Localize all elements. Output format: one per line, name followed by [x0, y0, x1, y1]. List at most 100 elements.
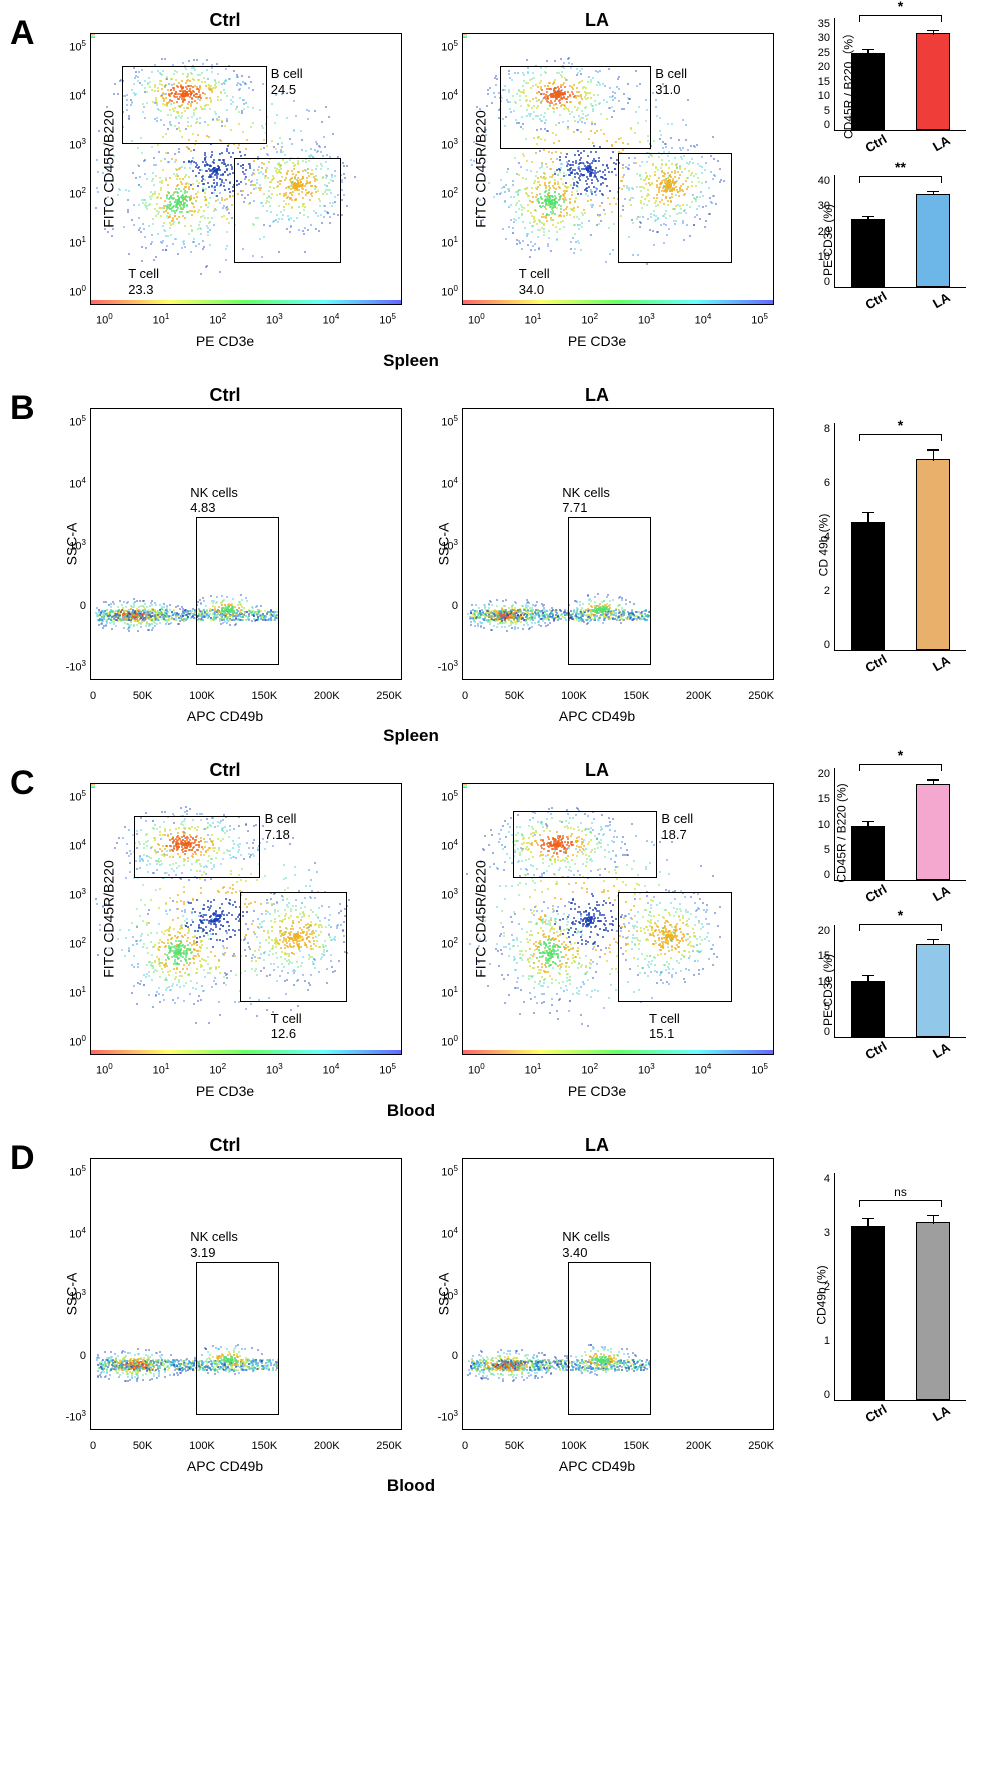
panel-C: CCtrlB cell7.18T cell12.6100101102103104… [10, 760, 996, 1127]
scatter-plot: LAB cell18.7T cell15.1100101102103104105… [420, 760, 774, 1099]
gate-label: T cell34.0 [519, 266, 550, 297]
gate-box [618, 892, 732, 1002]
bar: LA [916, 33, 950, 130]
gate-box [196, 1262, 279, 1415]
bar-y-label: CD 49b (%) [816, 514, 830, 577]
panel-D: DCtrlNK cells3.19-1030103104105SSC-A050K… [10, 1135, 996, 1502]
bar-chart: CtrlLA**010203040PE CD3e (%) [794, 167, 974, 312]
barchart-group: CtrlLA*05101520CD45R / B220 (%)CtrlLA*05… [794, 760, 974, 1062]
bar-y-label: CD45R / B220（%） [840, 26, 857, 138]
plot-title: Ctrl [48, 10, 402, 31]
y-axis-label: FITC CD45R/B220 [473, 860, 489, 977]
barchart-group: Ctrl LA * 05101520253035 CD45R / B220（%） Ctrl… [794, 10, 974, 312]
x-ticks: 050K100K150K200K250K [90, 1440, 402, 1452]
significance-bracket: * [859, 15, 943, 20]
plot-area: B cell24.5T cell23.3 [90, 33, 402, 305]
error-bar [927, 191, 939, 195]
x-ticks: 100101102103104105 [90, 312, 402, 327]
significance-label: * [898, 747, 903, 763]
bar-y-label: PE CD3e (%) [821, 953, 835, 1025]
plot-area: B cell31.0 T cell34.0 [462, 33, 774, 305]
x-axis-label: APC CD49b [420, 708, 774, 724]
bar-y-label: CD49b (%) [815, 1265, 829, 1324]
error-bar [927, 449, 939, 460]
significance-bracket: * [859, 434, 943, 439]
bar-y-ticks: 05101520253035 [810, 18, 830, 131]
error-bar [927, 939, 939, 946]
y-axis-label: SSC-A [63, 1273, 79, 1316]
gate-box [122, 66, 267, 144]
bar-category-label: Ctrl [862, 131, 889, 155]
gate-label: T cell12.6 [271, 1011, 302, 1042]
error-bar [862, 512, 874, 523]
scatter-plot: CtrlNK cells4.83-1030103104105SSC-A050K1… [48, 385, 402, 724]
gate-box [234, 158, 341, 263]
bar: LA [916, 1222, 950, 1400]
panel-letter: D [10, 1135, 48, 1178]
plot-title: LA [420, 760, 774, 781]
scatter-plot: LANK cells7.71-1030103104105SSC-A050K100… [420, 385, 774, 724]
bar-category-label: LA [930, 1403, 953, 1425]
plot-title: Ctrl [48, 385, 402, 406]
bar-chart: CtrlLA*02468CD 49b (%) [794, 415, 974, 675]
bar: Ctrl [851, 219, 885, 287]
significance-bracket: * [859, 764, 943, 769]
x-axis-label: APC CD49b [48, 708, 402, 724]
plot-area: B cell7.18T cell12.6 [90, 783, 402, 1055]
plot-title: Ctrl [48, 760, 402, 781]
error-bar [927, 1215, 939, 1224]
bar-y-label: PE CD3e (%) [821, 203, 835, 275]
plot-area: NK cells3.40 [462, 1158, 774, 1430]
x-axis-label: PE CD3e [48, 1083, 402, 1099]
bar: Ctrl [851, 826, 885, 880]
scatter-plot: LA B cell31.0 T cell34.0 100101102103104105… [420, 10, 774, 349]
y-axis-label: FITC CD45R/B220 [101, 110, 117, 227]
panel-A: ACtrlB cell24.5T cell23.3100101102103104… [10, 10, 996, 377]
scatter-plot: CtrlB cell24.5T cell23.31001011021031041… [48, 10, 402, 349]
significance-label: ** [895, 159, 906, 175]
y-axis-label: FITC CD45R/B220 [101, 860, 117, 977]
gate-label: B cell18.7 [661, 811, 693, 842]
y-ticks: 100101102103104105 [430, 33, 458, 305]
y-axis-label: SSC-A [435, 523, 451, 566]
gate-label: NK cells3.19 [190, 1229, 238, 1260]
tissue-label: Spleen [48, 726, 774, 746]
significance-label: * [898, 417, 903, 433]
gate-box [618, 153, 732, 263]
bar-y-ticks: 05101520 [810, 768, 830, 881]
gate-label: NK cells3.40 [562, 1229, 610, 1260]
bar-category-label: LA [930, 653, 953, 675]
plot-title: LA [420, 385, 774, 406]
gate-label: NK cells7.71 [562, 485, 610, 516]
x-axis-label: APC CD49b [48, 1458, 402, 1474]
bar-category-label: Ctrl [862, 288, 889, 312]
y-axis-label: SSC-A [435, 1273, 451, 1316]
gate-box [568, 1262, 651, 1415]
y-ticks: 100101102103104105 [58, 33, 86, 305]
bar-chart: CtrlLA*05101520CD45R / B220 (%) [794, 760, 974, 905]
gate-label: B cell31.0 [655, 66, 687, 97]
x-axis-label: APC CD49b [420, 1458, 774, 1474]
gate-box [134, 816, 260, 877]
significance-label: ns [894, 1185, 907, 1199]
x-axis-label: PE CD3e [48, 333, 402, 349]
significance-bracket: * [859, 924, 943, 929]
bar-chart: CtrlLAns01234CD49b (%) [794, 1165, 974, 1425]
bar: LA [916, 459, 950, 650]
tissue-label: Blood [48, 1476, 774, 1496]
significance-label: * [898, 907, 903, 923]
gate-box [196, 517, 279, 665]
significance-label: * [898, 0, 903, 14]
bar: Ctrl [851, 981, 885, 1038]
bar: LA [916, 784, 950, 880]
gate-box [240, 892, 347, 1002]
y-ticks: 100101102103104105 [58, 783, 86, 1055]
tissue-label: Blood [48, 1101, 774, 1121]
bar-axes: CtrlLA* [834, 768, 966, 881]
bar-category-label: LA [930, 290, 953, 312]
gate-label: NK cells4.83 [190, 485, 238, 516]
gate-label: B cell24.5 [271, 66, 303, 97]
bar-category-label: Ctrl [862, 1038, 889, 1062]
plot-title: LA [420, 10, 774, 31]
bar-category-label: LA [930, 1040, 953, 1062]
